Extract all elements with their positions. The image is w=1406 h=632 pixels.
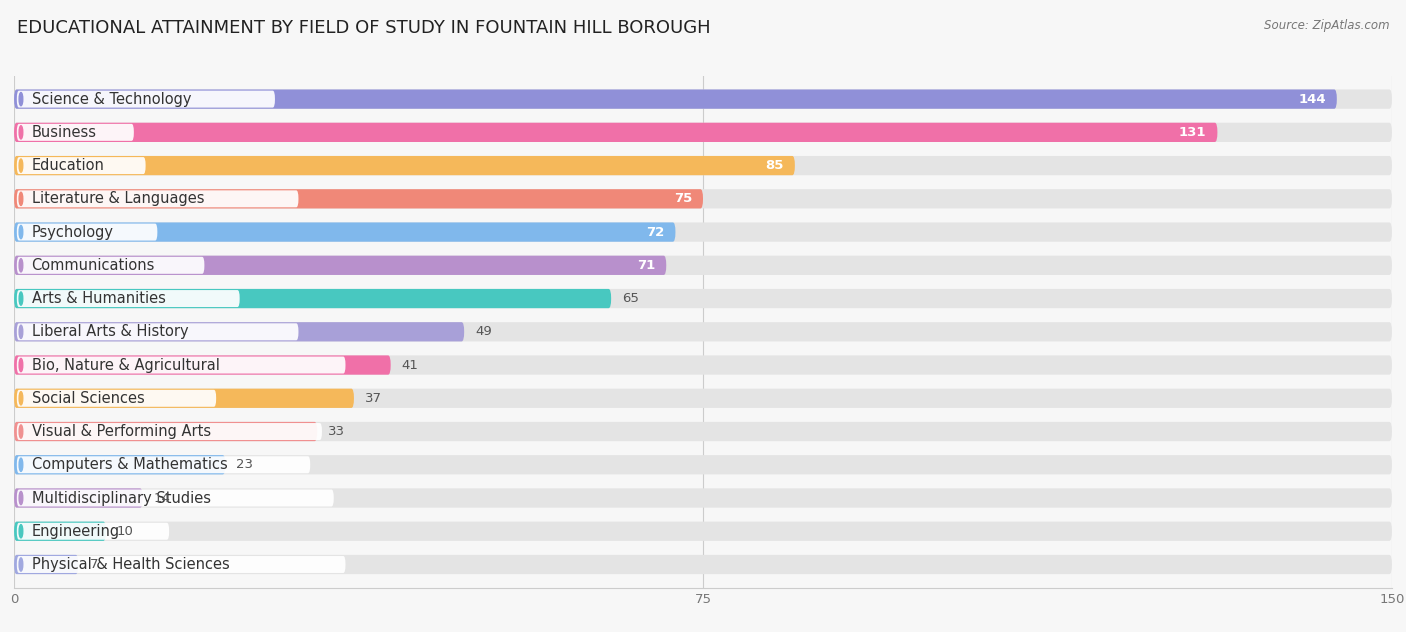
FancyBboxPatch shape — [14, 455, 225, 475]
Text: 23: 23 — [236, 458, 253, 471]
FancyBboxPatch shape — [14, 90, 1392, 109]
Text: EDUCATIONAL ATTAINMENT BY FIELD OF STUDY IN FOUNTAIN HILL BOROUGH: EDUCATIONAL ATTAINMENT BY FIELD OF STUDY… — [17, 19, 710, 37]
Text: 65: 65 — [623, 292, 640, 305]
FancyBboxPatch shape — [14, 222, 675, 241]
FancyBboxPatch shape — [17, 523, 169, 540]
Text: Education: Education — [31, 158, 104, 173]
Circle shape — [20, 258, 22, 272]
Circle shape — [20, 92, 22, 106]
FancyBboxPatch shape — [14, 422, 1392, 441]
FancyBboxPatch shape — [14, 123, 1392, 142]
FancyBboxPatch shape — [14, 289, 1392, 308]
FancyBboxPatch shape — [14, 189, 703, 209]
Circle shape — [20, 159, 22, 172]
FancyBboxPatch shape — [14, 222, 1392, 241]
FancyBboxPatch shape — [14, 289, 612, 308]
FancyBboxPatch shape — [14, 322, 1392, 341]
Text: 7: 7 — [90, 558, 98, 571]
FancyBboxPatch shape — [17, 456, 311, 473]
FancyBboxPatch shape — [17, 490, 333, 506]
FancyBboxPatch shape — [14, 389, 1392, 408]
FancyBboxPatch shape — [17, 390, 217, 407]
Text: Communications: Communications — [31, 258, 155, 273]
Text: Source: ZipAtlas.com: Source: ZipAtlas.com — [1264, 19, 1389, 32]
Text: 144: 144 — [1298, 93, 1326, 106]
FancyBboxPatch shape — [17, 124, 134, 141]
Text: 33: 33 — [328, 425, 346, 438]
Circle shape — [20, 325, 22, 338]
Text: 49: 49 — [475, 325, 492, 338]
FancyBboxPatch shape — [17, 556, 346, 573]
FancyBboxPatch shape — [14, 256, 1392, 275]
Text: Physical & Health Sciences: Physical & Health Sciences — [31, 557, 229, 572]
FancyBboxPatch shape — [14, 521, 105, 541]
FancyBboxPatch shape — [14, 355, 1392, 375]
Text: Business: Business — [31, 125, 97, 140]
FancyBboxPatch shape — [14, 422, 318, 441]
FancyBboxPatch shape — [14, 355, 391, 375]
FancyBboxPatch shape — [17, 423, 322, 440]
FancyBboxPatch shape — [14, 489, 1392, 507]
FancyBboxPatch shape — [14, 455, 1392, 475]
Circle shape — [20, 525, 22, 538]
Text: 131: 131 — [1178, 126, 1206, 139]
Circle shape — [20, 492, 22, 504]
FancyBboxPatch shape — [14, 156, 794, 175]
Text: Multidisciplinary Studies: Multidisciplinary Studies — [31, 490, 211, 506]
FancyBboxPatch shape — [14, 256, 666, 275]
Text: Arts & Humanities: Arts & Humanities — [31, 291, 166, 306]
FancyBboxPatch shape — [14, 156, 1392, 175]
Text: Literature & Languages: Literature & Languages — [31, 191, 204, 206]
Circle shape — [20, 392, 22, 405]
FancyBboxPatch shape — [17, 324, 298, 340]
Text: Bio, Nature & Agricultural: Bio, Nature & Agricultural — [31, 358, 219, 372]
Text: 75: 75 — [673, 192, 692, 205]
FancyBboxPatch shape — [14, 189, 1392, 209]
Text: 71: 71 — [637, 259, 655, 272]
Circle shape — [20, 458, 22, 471]
Text: Engineering: Engineering — [31, 524, 120, 538]
Text: Social Sciences: Social Sciences — [31, 391, 145, 406]
FancyBboxPatch shape — [17, 356, 346, 374]
Text: 14: 14 — [153, 492, 170, 504]
FancyBboxPatch shape — [14, 555, 1392, 574]
Circle shape — [20, 226, 22, 239]
FancyBboxPatch shape — [17, 257, 204, 274]
Text: Liberal Arts & History: Liberal Arts & History — [31, 324, 188, 339]
FancyBboxPatch shape — [17, 290, 239, 307]
Text: Psychology: Psychology — [31, 224, 114, 240]
Circle shape — [20, 558, 22, 571]
Text: 41: 41 — [402, 358, 419, 372]
FancyBboxPatch shape — [17, 90, 276, 107]
FancyBboxPatch shape — [17, 190, 298, 207]
Text: Visual & Performing Arts: Visual & Performing Arts — [31, 424, 211, 439]
Circle shape — [20, 292, 22, 305]
FancyBboxPatch shape — [14, 521, 1392, 541]
FancyBboxPatch shape — [17, 157, 146, 174]
Text: 10: 10 — [117, 525, 134, 538]
Text: 72: 72 — [647, 226, 665, 238]
Circle shape — [20, 126, 22, 139]
FancyBboxPatch shape — [14, 389, 354, 408]
FancyBboxPatch shape — [14, 123, 1218, 142]
FancyBboxPatch shape — [14, 489, 142, 507]
FancyBboxPatch shape — [14, 322, 464, 341]
Circle shape — [20, 358, 22, 372]
FancyBboxPatch shape — [14, 90, 1337, 109]
Text: Science & Technology: Science & Technology — [31, 92, 191, 107]
Circle shape — [20, 425, 22, 438]
Circle shape — [20, 192, 22, 205]
Text: 37: 37 — [366, 392, 382, 404]
FancyBboxPatch shape — [17, 224, 157, 241]
Text: 85: 85 — [765, 159, 783, 172]
FancyBboxPatch shape — [14, 555, 79, 574]
Text: Computers & Mathematics: Computers & Mathematics — [31, 458, 228, 472]
